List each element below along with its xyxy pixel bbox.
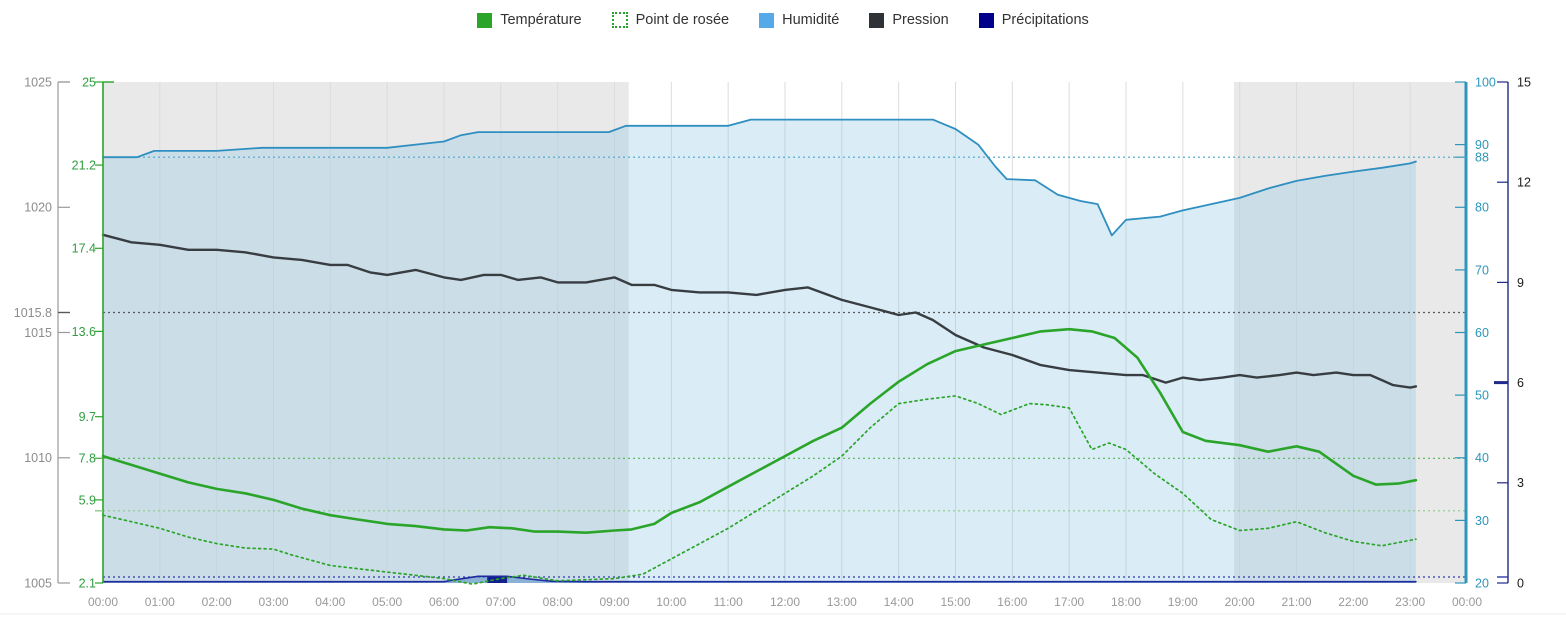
pressure-line [101, 233, 1418, 389]
legend-item-precipitation[interactable]: Précipitations [978, 12, 1089, 28]
x-tick-label: 10:00 [656, 595, 686, 609]
pressure-tick-label: 1015 [24, 326, 52, 340]
pressure-average-label: 1015.8 [14, 306, 52, 320]
x-tick-label: 14:00 [884, 595, 914, 609]
humidity-tick-label: 30 [1475, 514, 1489, 528]
humidity-tick-label: 40 [1475, 451, 1489, 465]
x-tick-label: 18:00 [1111, 595, 1141, 609]
x-tick-label: 13:00 [827, 595, 857, 609]
legend-label: Point de rosée [635, 12, 730, 28]
x-tick-label: 03:00 [258, 595, 288, 609]
x-tick-label: 21:00 [1281, 595, 1311, 609]
legend-item-humidity[interactable]: Humidité [759, 12, 839, 28]
legend-item-pressure[interactable]: Pression [869, 12, 949, 28]
x-tick-label: 12:00 [770, 595, 800, 609]
temperature-tick-label: 25 [82, 75, 96, 89]
precipitation-line [102, 575, 1417, 583]
temperature-average-label: 7.8 [79, 452, 96, 466]
humidity-area [103, 119, 1416, 583]
x-tick-label: 05:00 [372, 595, 402, 609]
x-tick-label: 09:00 [599, 595, 629, 609]
x-tick-label: 08:00 [543, 595, 573, 609]
temperature-tick-label: 17.4 [72, 242, 96, 256]
temperature-tick-label: 2.1 [79, 576, 96, 590]
x-tick-label: 15:00 [940, 595, 970, 609]
chart-legend: Température Point de rosée Humidité Pressio… [0, 12, 1566, 28]
x-tick-label: 01:00 [145, 595, 175, 609]
temperature-line [101, 327, 1418, 534]
x-tick-label: 00:00 [1452, 595, 1482, 609]
humidity-tick-label: 100 [1475, 75, 1496, 89]
x-tick-label: 02:00 [202, 595, 232, 609]
precipitation-tick-label: 3 [1517, 476, 1524, 490]
x-tick-label: 06:00 [429, 595, 459, 609]
x-tick-label: 11:00 [714, 595, 743, 609]
humidity-average-label: 88 [1475, 151, 1489, 165]
temperature-tick-label: 5.9 [79, 493, 96, 507]
legend-label: Température [500, 12, 582, 28]
precipitation-tick-label: 15 [1517, 75, 1531, 89]
x-tick-label: 16:00 [997, 595, 1027, 609]
pressure-swatch-icon [869, 12, 885, 28]
pressure-tick-label: 1010 [24, 451, 52, 465]
x-tick-label: 23:00 [1395, 595, 1425, 609]
humidity-tick-label: 20 [1475, 576, 1489, 590]
night-band [103, 82, 629, 583]
precipitation-swatch-icon [978, 12, 994, 28]
humidity-swatch-icon [759, 12, 775, 28]
humidity-tick-label: 70 [1475, 263, 1489, 277]
pressure-tick-label: 1025 [24, 75, 52, 89]
precipitation-tick-label: 12 [1517, 176, 1531, 190]
pressure-tick-label: 1020 [24, 201, 52, 215]
dew_point-line [102, 395, 1417, 585]
temperature-swatch-icon [477, 12, 493, 28]
precipitation-tick-label: 0 [1517, 576, 1524, 590]
legend-label: Humidité [782, 12, 840, 28]
precipitation-tick-label: 9 [1517, 276, 1524, 290]
x-tick-label: 07:00 [486, 595, 516, 609]
legend-item-dew_point[interactable]: Point de rosée [611, 12, 730, 28]
legend-label: Précipitations [1001, 12, 1089, 28]
humidity-line [102, 118, 1417, 237]
x-tick-label: 00:00 [88, 595, 118, 609]
night-band [1234, 82, 1466, 583]
x-tick-label: 19:00 [1168, 595, 1198, 609]
humidity-tick-label: 50 [1475, 388, 1489, 402]
precipitation-tick-label: 6 [1517, 376, 1524, 390]
pressure-tick-label: 1005 [24, 576, 52, 590]
dew_point-swatch-icon [611, 12, 628, 28]
temperature-tick-label: 9.7 [79, 410, 96, 424]
temperature-tick-label: 21.2 [72, 158, 96, 172]
humidity-tick-label: 90 [1475, 138, 1489, 152]
humidity-tick-label: 60 [1475, 326, 1489, 340]
temperature-tick-label: 13.6 [72, 325, 96, 339]
legend-label: Pression [892, 12, 949, 28]
x-tick-label: 17:00 [1054, 595, 1084, 609]
x-tick-label: 20:00 [1225, 595, 1255, 609]
plot-area[interactable] [103, 82, 1467, 583]
x-tick-label: 22:00 [1338, 595, 1368, 609]
x-tick-label: 04:00 [315, 595, 345, 609]
legend-item-temperature[interactable]: Température [477, 12, 582, 28]
humidity-tick-label: 80 [1475, 201, 1489, 215]
